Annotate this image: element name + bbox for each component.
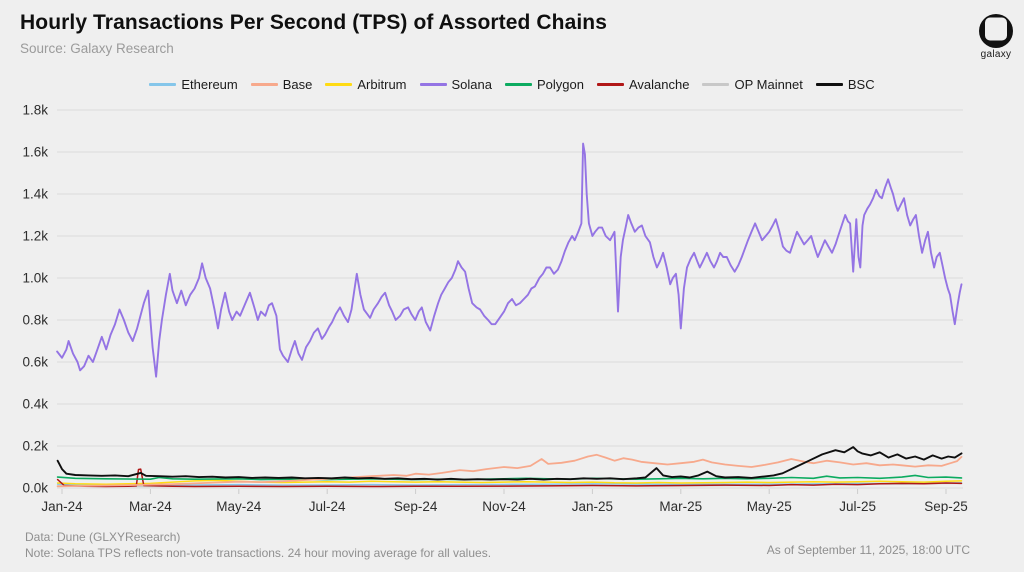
legend-swatch [702,82,730,86]
x-axis-label: May-24 [216,499,262,514]
legend-label: Base [282,76,313,92]
source-label: Source: Galaxy Research [20,41,174,56]
x-axis-label: Nov-24 [482,499,526,514]
legend-label: BSC [847,76,875,92]
x-axis-label: Jul-25 [839,499,876,514]
y-axis-label: 1.2k [22,229,48,244]
y-axis-label: 0.0k [22,481,48,496]
footer-note: Note: Solana TPS reflects non-vote trans… [25,546,492,560]
series-line-base [56,453,963,488]
legend-swatch [815,82,843,86]
legend-item-arbitrum[interactable]: Arbitrum [325,76,407,92]
legend-swatch [149,82,177,86]
legend-swatch [596,82,624,86]
footer-as-of: As of September 11, 2025, 18:00 UTC [766,543,970,557]
series-line-bsc [56,446,963,481]
y-axis-label: 0.2k [22,439,48,454]
y-axis-label: 1.0k [22,271,48,286]
x-axis-label: May-25 [747,499,792,514]
legend-label: Polygon [537,76,584,92]
page-title: Hourly Transactions Per Second (TPS) of … [20,11,608,34]
y-axis-label: 0.4k [22,397,48,412]
legend-label: Ethereum [181,76,238,92]
legend-item-ethereum[interactable]: Ethereum [149,76,238,92]
series-line-solana [56,142,963,378]
footer-data-source: Data: Dune (GLXYResearch) [25,530,181,544]
x-axis-label: Sep-24 [394,499,438,514]
legend-swatch [325,82,353,86]
galaxy-logo-text: galaxy [980,49,1012,60]
legend-label: Avalanche [628,76,690,92]
y-axis-label: 0.6k [22,355,48,370]
galaxy-logo-icon [979,14,1013,48]
legend-item-bsc[interactable]: BSC [815,76,875,92]
series-line-arbitrum [56,479,963,485]
legend: Ethereum Base Arbitrum Solana Polygon Avalanc… [0,76,1024,92]
y-axis-label: 1.4k [22,187,48,202]
legend-item-op-mainnet[interactable]: OP Mainnet [702,76,803,92]
legend-label: Solana [451,76,492,92]
y-axis-label: 1.8k [22,103,48,118]
x-axis-label: Sep-25 [924,499,968,514]
legend-swatch [419,82,447,86]
legend-item-avalanche[interactable]: Avalanche [596,76,690,92]
x-axis-label: Jan-24 [41,499,83,514]
legend-label: Arbitrum [357,76,407,92]
y-axis-label: 0.8k [22,313,48,328]
legend-swatch [505,82,532,86]
x-axis-label: Mar-24 [129,499,172,514]
x-axis-label: Mar-25 [659,499,702,514]
x-axis-label: Jan-25 [572,499,613,514]
legend-label: OP Mainnet [734,76,803,92]
y-axis-label: 1.6k [22,145,48,160]
series-line-avalanche [56,468,963,488]
x-axis-label: Jul-24 [309,499,346,514]
legend-item-solana[interactable]: Solana [419,76,492,92]
legend-item-polygon[interactable]: Polygon [505,77,584,92]
legend-swatch [250,82,278,86]
legend-item-base[interactable]: Base [250,76,313,92]
